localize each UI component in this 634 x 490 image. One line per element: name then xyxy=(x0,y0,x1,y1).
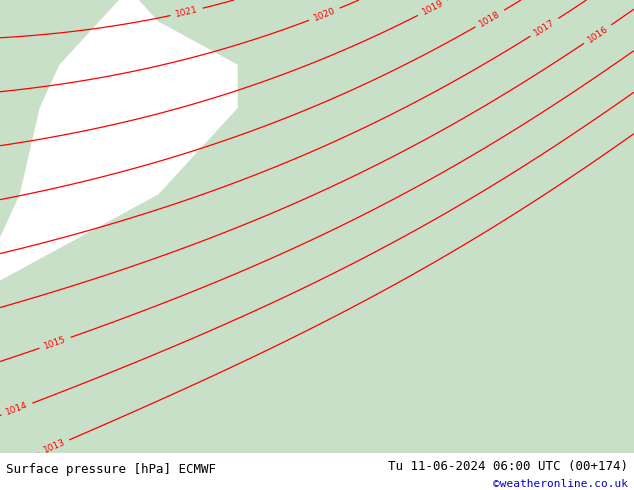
Text: 1013: 1013 xyxy=(42,438,67,455)
Text: 1015: 1015 xyxy=(42,335,67,351)
Text: 1021: 1021 xyxy=(174,5,198,19)
Text: 1018: 1018 xyxy=(477,9,502,28)
Text: 1019: 1019 xyxy=(420,0,445,17)
Text: 1014: 1014 xyxy=(4,401,29,417)
Polygon shape xyxy=(0,0,634,453)
Text: ©weatheronline.co.uk: ©weatheronline.co.uk xyxy=(493,480,628,490)
Text: Tu 11-06-2024 06:00 UTC (00+174): Tu 11-06-2024 06:00 UTC (00+174) xyxy=(387,460,628,473)
Text: 1017: 1017 xyxy=(533,17,557,37)
Text: Surface pressure [hPa] ECMWF: Surface pressure [hPa] ECMWF xyxy=(6,463,216,476)
Text: 1020: 1020 xyxy=(312,6,337,23)
Text: 1016: 1016 xyxy=(586,24,610,44)
